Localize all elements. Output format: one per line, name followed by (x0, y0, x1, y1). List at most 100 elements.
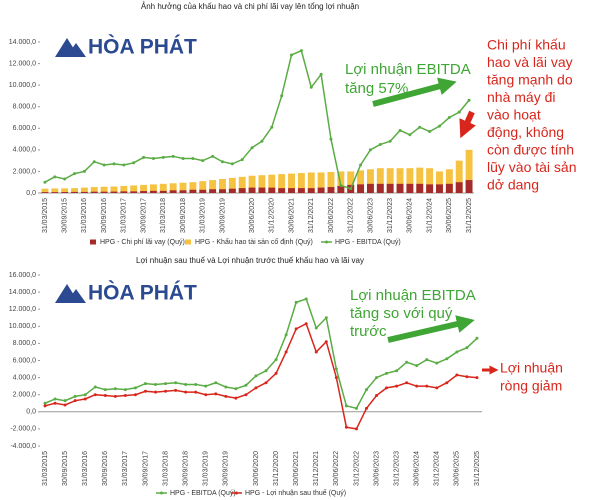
point (204, 384, 208, 388)
point (201, 159, 205, 163)
point (405, 360, 409, 364)
x-tick-label: 31/03/2016 (81, 198, 88, 233)
x-tick-label: 30/06/2025 (446, 198, 453, 233)
y-tick-label: 10.000,0 (9, 323, 36, 330)
point (385, 371, 389, 375)
point (270, 125, 274, 129)
x-tick-label: 30/06/2020 (253, 451, 260, 486)
x-tick-label: 30/06/2024 (414, 451, 421, 486)
point (418, 125, 422, 129)
point (344, 425, 348, 429)
bar (179, 182, 187, 193)
point (368, 148, 372, 152)
bar (159, 190, 167, 193)
bar (258, 187, 266, 193)
point (465, 346, 469, 350)
x-tick-label: 31/12/2020 (273, 451, 280, 486)
annotation: tăng so với quý (350, 305, 453, 322)
point (63, 403, 67, 407)
point (211, 154, 215, 158)
point (171, 154, 175, 158)
bar (179, 190, 187, 193)
point (264, 369, 268, 373)
logo-text: HÒA PHÁT (88, 35, 197, 59)
point (435, 386, 439, 390)
bar (396, 183, 404, 193)
annotation: trước (350, 323, 387, 340)
bar (465, 149, 473, 193)
bar (278, 188, 286, 193)
point (43, 401, 47, 405)
y-tick-label: 4.000,0 (13, 147, 36, 154)
point (395, 384, 399, 388)
legend-label: HPG - EBITDA (Quý) (335, 239, 401, 246)
point (151, 156, 155, 160)
point (224, 385, 228, 389)
bar (41, 188, 49, 193)
point (415, 364, 419, 368)
point (220, 160, 224, 164)
point (204, 393, 208, 397)
bar (228, 177, 236, 193)
point (375, 394, 379, 398)
x-tick-label: 31/12/2025 (474, 451, 481, 486)
x-tick-label: 31/03/2015 (42, 198, 49, 233)
x-tick-label: 31/03/2016 (82, 451, 89, 486)
point (455, 350, 459, 354)
point (250, 146, 254, 150)
x-tick-label: 30/06/2022 (333, 451, 340, 486)
bar (71, 188, 78, 193)
point (264, 381, 268, 385)
annotation: dở dang (487, 177, 539, 193)
bar (288, 173, 295, 193)
bar (189, 182, 197, 193)
point (132, 161, 136, 165)
bar (297, 188, 305, 193)
point (447, 116, 451, 119)
x-tick-label: 30/09/2016 (102, 451, 109, 486)
x-tick-label: 31/12/2022 (348, 198, 355, 233)
bar (238, 176, 246, 193)
bar (307, 172, 315, 193)
x-tick-label: 30/06/2023 (367, 198, 374, 233)
bar (90, 191, 98, 193)
point (354, 406, 358, 410)
y-tick-label: 14.000,0 (9, 39, 36, 46)
point (299, 49, 303, 53)
point (344, 404, 348, 408)
annotation: nhà máy đi (487, 89, 555, 105)
y-tick-label: 6.000,0 (13, 357, 36, 364)
legend-label: HPG - EBITDA (Quý) (170, 490, 236, 497)
x-tick-label: 30/09/2017 (142, 451, 149, 486)
point (465, 375, 469, 379)
point (181, 156, 185, 160)
logo-mark (55, 38, 86, 303)
bar (120, 191, 128, 193)
x-tick-label: 30/09/2015 (62, 198, 69, 233)
x-tick-label: 30/06/2020 (249, 198, 256, 233)
point (294, 327, 298, 331)
bar (465, 180, 473, 193)
bar (228, 188, 236, 193)
bar (426, 184, 434, 193)
point (164, 382, 168, 386)
x-tick-label: 30/09/2016 (101, 198, 108, 233)
bar (209, 180, 217, 193)
bar (436, 171, 443, 193)
point (73, 172, 77, 176)
bar (386, 183, 394, 193)
point (435, 361, 439, 365)
x-tick-label: 30/09/2017 (140, 198, 147, 233)
point (319, 72, 323, 76)
point (395, 369, 399, 373)
bar (100, 191, 108, 193)
bar (327, 171, 335, 193)
annotation: tăng 57% (345, 80, 408, 97)
point (309, 85, 313, 89)
point (274, 358, 278, 362)
logo-text: HÒA PHÁT (88, 281, 197, 305)
bar (248, 175, 256, 193)
point (475, 376, 479, 380)
bar (436, 184, 443, 193)
point (73, 394, 77, 398)
